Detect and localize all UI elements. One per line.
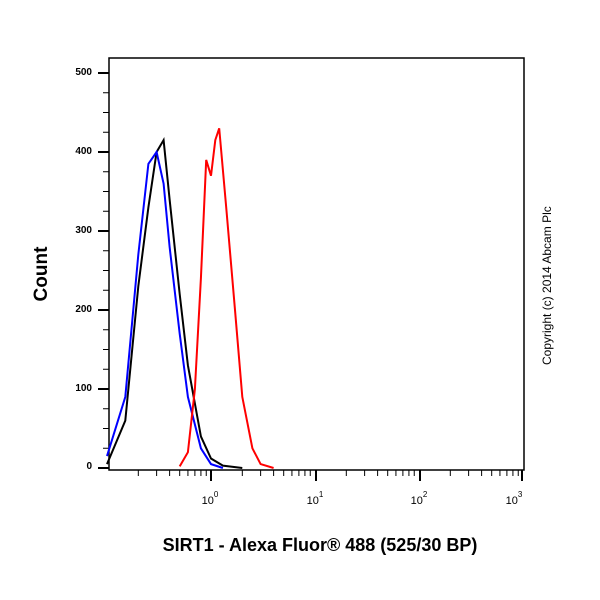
ytick: 100 bbox=[75, 383, 92, 394]
ytick: 300 bbox=[75, 225, 92, 236]
svg-text:102: 102 bbox=[411, 490, 428, 507]
x-axis-label: SIRT1 - Alexa Fluor® 488 (525/30 BP) bbox=[162, 535, 478, 555]
copyright-note: Copyright (c) 2014 Abcam Plc bbox=[540, 206, 554, 365]
svg-text:101: 101 bbox=[307, 490, 324, 507]
svg-text:103: 103 bbox=[506, 490, 523, 507]
ytick: 400 bbox=[75, 146, 92, 157]
ytick: 200 bbox=[75, 304, 92, 315]
svg-text:100: 100 bbox=[202, 490, 219, 507]
ytick: 0 bbox=[86, 461, 92, 472]
ytick: 500 bbox=[75, 67, 92, 78]
y-axis-label: Count bbox=[31, 246, 52, 302]
